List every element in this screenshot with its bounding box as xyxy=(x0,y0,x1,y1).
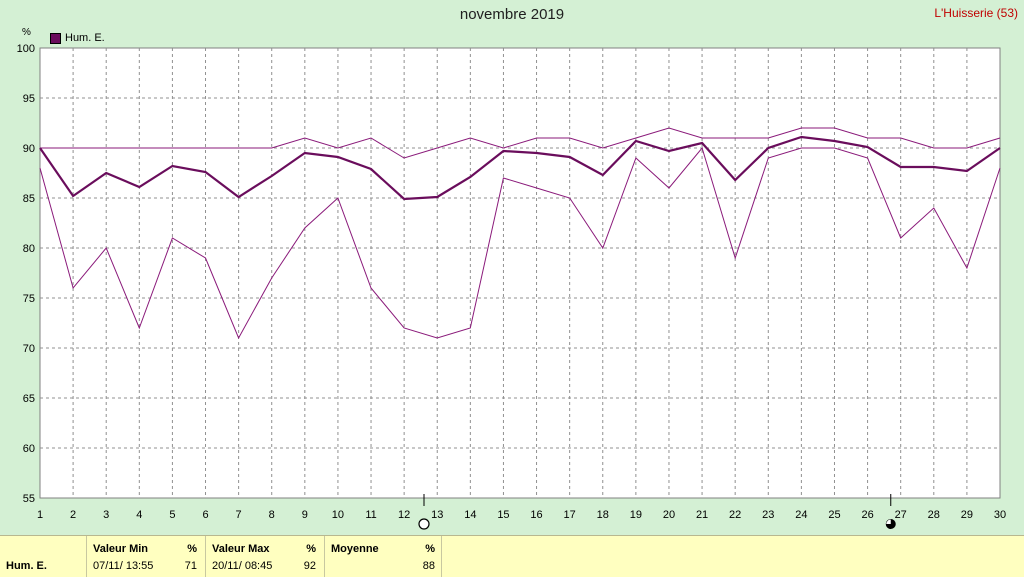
series-line-1 xyxy=(40,127,1001,159)
x-tick-label: 26 xyxy=(861,509,873,521)
y-unit-label: % xyxy=(22,27,31,38)
legend-swatch xyxy=(50,32,61,44)
avg-value: 88 xyxy=(422,560,435,572)
min-when: 07/11/ 13:55 xyxy=(93,560,154,572)
max-unit: % xyxy=(306,543,316,555)
min-header: Valeur Min xyxy=(93,543,149,555)
min-value: 71 xyxy=(184,560,197,572)
full-moon-icon xyxy=(418,518,430,530)
x-tick-label: 7 xyxy=(236,509,242,521)
x-tick-label: 21 xyxy=(696,509,708,521)
chart-title: novembre 2019 xyxy=(459,6,565,23)
legend: Hum. E. xyxy=(50,32,105,44)
summary-label-cell: Hum. E. xyxy=(0,536,87,577)
y-tick-label: 95 xyxy=(23,93,35,105)
x-tick-label: 4 xyxy=(136,509,142,521)
min-unit: % xyxy=(187,543,197,555)
station-name: L'Huisserie (53) xyxy=(934,6,1018,20)
x-tick-label: 16 xyxy=(530,509,542,521)
x-tick-label: 28 xyxy=(928,509,940,521)
y-tick-label: 85 xyxy=(23,193,35,205)
x-tick-label: 2 xyxy=(70,509,76,521)
x-tick-label: 19 xyxy=(630,509,642,521)
avg-header: Moyenne xyxy=(331,543,379,555)
x-tick-label: 1 xyxy=(37,509,43,521)
summary-row-label: Hum. E. xyxy=(6,560,47,572)
y-tick-label: 55 xyxy=(23,493,35,505)
legend-label: Hum. E. xyxy=(65,32,105,44)
y-tick-label: 70 xyxy=(23,343,35,355)
plot-area xyxy=(39,47,1001,499)
x-tick-label: 5 xyxy=(169,509,175,521)
avg-unit: % xyxy=(425,543,435,555)
x-tick-label: 22 xyxy=(729,509,741,521)
x-tick-label: 12 xyxy=(398,509,410,521)
y-tick-label: 65 xyxy=(23,393,35,405)
y-tick-label: 80 xyxy=(23,243,35,255)
x-tick-label: 24 xyxy=(795,509,807,521)
x-tick-label: 27 xyxy=(895,509,907,521)
x-tick-label: 6 xyxy=(202,509,208,521)
x-tick-label: 30 xyxy=(994,509,1006,521)
x-tick-label: 17 xyxy=(564,509,576,521)
x-tick-label: 23 xyxy=(762,509,774,521)
max-header: Valeur Max xyxy=(212,543,270,555)
series-line-2 xyxy=(39,135,1001,201)
max-when: 20/11/ 08:45 xyxy=(212,560,273,572)
x-tick-label: 9 xyxy=(302,509,308,521)
summary-min-cell: Valeur Min % 07/11/ 13:55 71 xyxy=(87,536,206,577)
summary-avg-cell: Moyenne % 88 xyxy=(325,536,442,577)
summary-panel: Hum. E. Valeur Min % 07/11/ 13:55 71 Val… xyxy=(0,535,1024,577)
x-tick-label: 3 xyxy=(103,509,109,521)
max-value: 92 xyxy=(303,560,316,572)
x-tick-label: 15 xyxy=(497,509,509,521)
series-line-3 xyxy=(39,146,1001,340)
y-tick-label: 75 xyxy=(23,293,35,305)
moon-highlight xyxy=(886,519,891,524)
summary-max-cell: Valeur Max % 20/11/ 08:45 92 xyxy=(206,536,325,577)
x-tick-label: 18 xyxy=(597,509,609,521)
x-tick-label: 13 xyxy=(431,509,443,521)
y-tick-label: 60 xyxy=(23,443,35,455)
x-tick-label: 8 xyxy=(269,509,275,521)
y-tick-label: 100 xyxy=(17,43,35,55)
x-tick-label: 14 xyxy=(464,509,476,521)
x-tick-label: 20 xyxy=(663,509,675,521)
x-tick-label: 10 xyxy=(332,509,344,521)
x-tick-label: 25 xyxy=(828,509,840,521)
x-tick-label: 11 xyxy=(365,509,376,521)
x-tick-label: 29 xyxy=(961,509,973,521)
y-tick-label: 90 xyxy=(23,143,35,155)
